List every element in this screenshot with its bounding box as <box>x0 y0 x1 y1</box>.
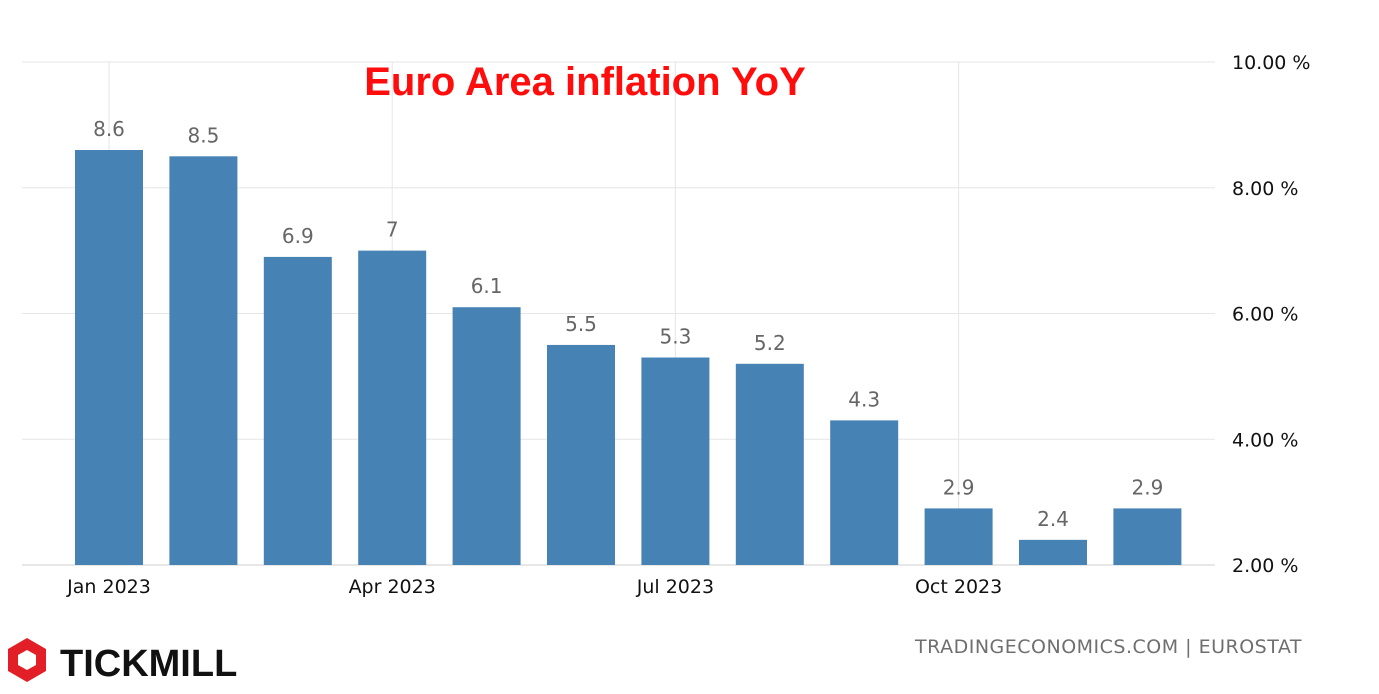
data-label: 6.1 <box>471 274 503 298</box>
x-tick-label: Apr 2023 <box>349 576 436 598</box>
y-tick-label: 8.00 % <box>1232 178 1298 200</box>
bar-oct-2023 <box>924 508 993 565</box>
data-label: 4.3 <box>848 387 880 411</box>
bar-may-2023 <box>452 307 521 565</box>
bar-jun-2023 <box>547 344 615 565</box>
data-label: 5.3 <box>659 325 691 349</box>
y-tick-label: 6.00 % <box>1232 304 1298 326</box>
bar-sep-2023 <box>830 420 899 565</box>
bar-mar-2023 <box>263 256 332 565</box>
tickmill-logo: TICKMILL <box>8 638 237 685</box>
bar-jul-2023 <box>641 357 710 565</box>
data-label: 8.6 <box>93 117 125 141</box>
bar-dec-2023 <box>1113 508 1182 565</box>
bar-apr-2023 <box>358 250 427 565</box>
x-tick-label: Jan 2023 <box>66 576 151 598</box>
data-label-layer: 8.6 8.5 6.9 7 6.1 5.5 5.3 5.2 4.3 2.9 2.4 2.9 <box>93 117 1163 531</box>
data-label: 5.5 <box>565 312 597 336</box>
bar-aug-2023 <box>735 363 804 565</box>
bar-feb-2023 <box>169 156 238 565</box>
chart-title: Euro Area inflation YoY <box>364 60 806 104</box>
data-label: 2.9 <box>943 475 975 499</box>
data-label: 2.4 <box>1037 507 1069 531</box>
data-label: 5.2 <box>754 331 786 355</box>
source-credit: TRADINGECONOMICS.COM | EUROSTAT <box>914 636 1302 658</box>
data-label: 8.5 <box>187 123 219 147</box>
bar-nov-2023 <box>1019 539 1087 565</box>
bar-jan-2023 <box>75 150 143 565</box>
x-tick-label: Oct 2023 <box>915 576 1002 598</box>
y-axis-tick-layer: 10.00 % 8.00 % 6.00 % 4.00 % 2.00 % <box>1232 52 1311 577</box>
tickmill-logo-inner <box>18 650 36 670</box>
tickmill-logo-text: TICKMILL <box>60 643 237 685</box>
y-tick-label: 10.00 % <box>1232 52 1311 74</box>
data-label: 6.9 <box>282 224 314 248</box>
x-tick-label: Jul 2023 <box>636 576 714 598</box>
x-axis-tick-layer: Jan 2023 Apr 2023 Jul 2023 Oct 2023 <box>66 576 1002 598</box>
y-tick-label: 2.00 % <box>1232 555 1298 577</box>
bar-layer <box>75 150 1182 565</box>
data-label: 7 <box>386 218 399 242</box>
data-label: 2.9 <box>1131 475 1163 499</box>
y-tick-label: 4.00 % <box>1232 429 1298 451</box>
